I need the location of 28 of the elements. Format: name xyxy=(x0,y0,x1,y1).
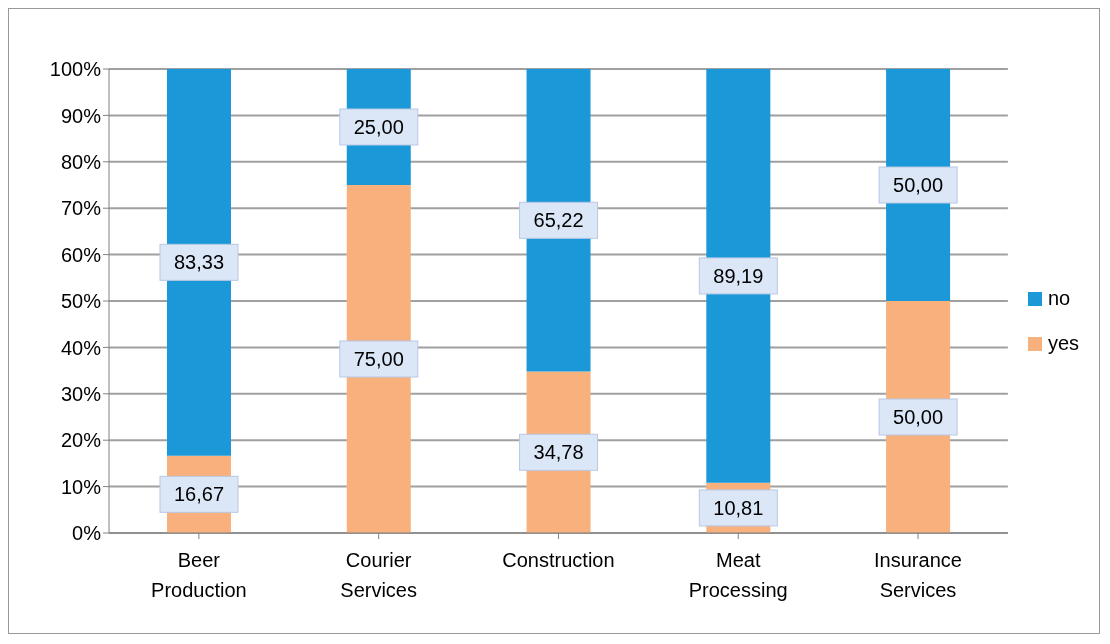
y-tick-label: 70% xyxy=(60,197,102,220)
data-label: 65,22 xyxy=(533,209,584,232)
legend-label: yes xyxy=(1047,332,1079,355)
y-tick-label: 10% xyxy=(60,475,102,498)
y-tick-label: 90% xyxy=(60,104,102,127)
y-tick-label: 100% xyxy=(49,58,102,81)
data-label: 75,00 xyxy=(353,348,404,370)
x-tick-label: Meat Processing xyxy=(688,549,788,601)
x-tick-label: Beer Production xyxy=(151,549,247,601)
data-label: 89,19 xyxy=(713,264,764,287)
y-tick-label: 0% xyxy=(72,522,102,545)
x-tick-label: Insurance Services xyxy=(874,549,962,601)
data-label: 16,67 xyxy=(173,483,225,506)
data-label: 83,33 xyxy=(173,251,225,274)
x-tick-label: Courier Services xyxy=(340,549,418,601)
y-tick-label: 60% xyxy=(60,243,102,266)
data-label: 50,00 xyxy=(893,174,944,196)
data-label: 34,78 xyxy=(533,441,584,464)
data-label: 25,00 xyxy=(353,116,404,138)
x-tick-label: Construction xyxy=(502,549,615,571)
y-tick-label: 80% xyxy=(60,150,102,173)
data-label: 50,00 xyxy=(893,406,944,428)
data-label: 10,81 xyxy=(713,496,764,519)
y-tick-label: 40% xyxy=(60,336,102,359)
y-tick-label: 30% xyxy=(60,382,102,405)
legend-label: no xyxy=(1047,287,1071,310)
y-tick-label: 20% xyxy=(60,429,102,452)
y-tick-label: 50% xyxy=(60,290,102,313)
